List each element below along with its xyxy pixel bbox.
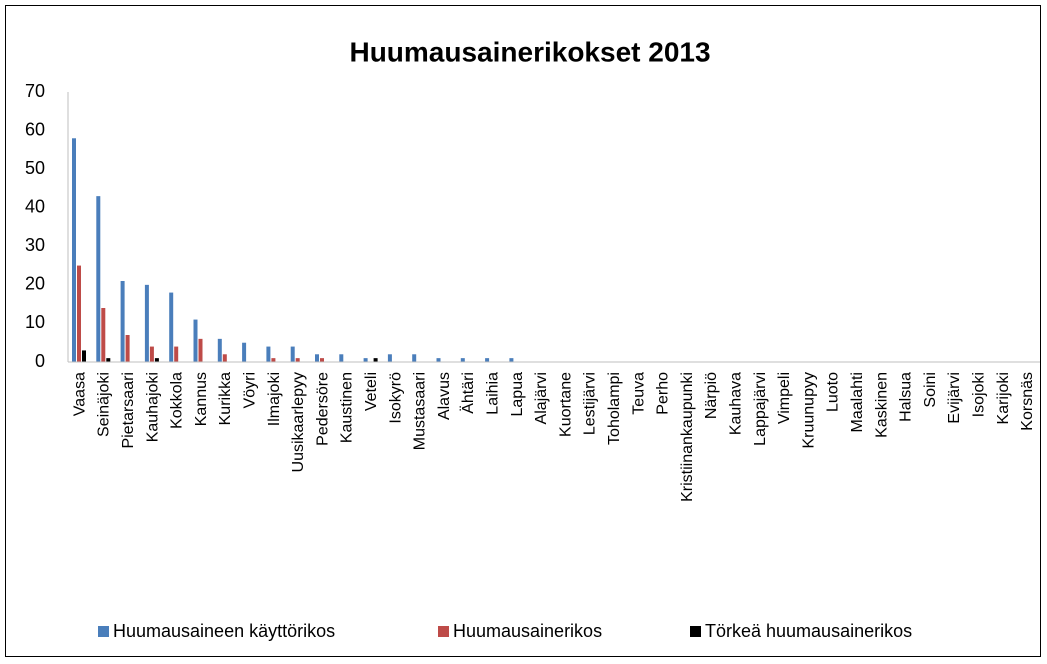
x-tick-label: Isojoki (970, 372, 987, 417)
x-tick-label: Soini (922, 372, 939, 408)
x-tick-label: Närpiö (703, 372, 720, 419)
x-tick-label: Kaskinen (873, 372, 890, 438)
x-tick-label: Veteli (363, 372, 380, 411)
x-tick-label: Korsnäs (1019, 372, 1036, 431)
bar (101, 308, 106, 362)
x-tick-label: Luoto (825, 372, 842, 412)
bar (144, 284, 149, 362)
bar (106, 358, 111, 362)
x-tick-label: Ähtäri (459, 372, 477, 414)
x-tick-label: Kannus (193, 372, 210, 426)
x-tick-label: Lestijärvi (582, 372, 599, 435)
bar (193, 319, 198, 362)
bar (460, 358, 465, 362)
bar (198, 338, 203, 362)
y-tick-label: 50 (25, 158, 45, 178)
y-tick-label: 30 (25, 235, 45, 255)
x-tick-label: Kauhajoki (144, 372, 161, 442)
bar (436, 358, 441, 362)
x-tick-label: Mustasaari (412, 372, 429, 450)
x-tick-label: Karijoki (995, 372, 1012, 424)
x-tick-label: Evijärvi (946, 372, 963, 424)
x-tick-label: Halsua (898, 372, 915, 422)
bar (72, 138, 76, 362)
y-tick-label: 20 (25, 274, 45, 294)
legend-swatch (690, 626, 701, 637)
x-tick-label: Vöyri (241, 372, 258, 408)
bar (339, 354, 344, 362)
x-tick-label: Uusikaarlepyy (290, 372, 307, 472)
chart-border (5, 5, 1041, 657)
x-tick-label: Vaasa (71, 372, 88, 416)
x-tick-label: Perho (655, 372, 672, 415)
y-tick-label: 60 (25, 119, 45, 139)
chart-title: Huumausainerikokset 2013 (349, 36, 710, 67)
y-tick-label: 70 (25, 81, 45, 101)
x-tick-label: Lappajärvi (752, 372, 769, 446)
x-tick-label: Pedersöre (314, 372, 331, 446)
bar (266, 346, 271, 362)
bar (120, 281, 125, 362)
bar (154, 358, 159, 362)
x-tick-label: Vimpeli (776, 372, 793, 424)
bar (149, 346, 154, 362)
y-tick-label: 10 (25, 312, 45, 332)
x-tick-label: Pietarsaari (120, 372, 137, 448)
x-tick-label: Alavus (436, 372, 453, 420)
x-tick-label: Isokyrö (387, 372, 404, 424)
x-tick-label: Seinäjoki (96, 372, 113, 437)
bar (320, 358, 324, 362)
x-tick-label: Kurikka (217, 372, 234, 425)
bar (242, 342, 247, 362)
x-tick-label: Kaustinen (339, 372, 356, 443)
legend-swatch (98, 626, 109, 637)
x-tick-label: Kuortane (557, 372, 574, 437)
x-tick-label: Laihia (484, 372, 501, 415)
x-tick-label: Kruunupyy (800, 372, 817, 449)
bar (125, 335, 130, 362)
x-tick-label: Ilmajoki (266, 372, 283, 426)
x-tick-label: Kristiinankaupunki (679, 372, 696, 502)
bar (315, 354, 319, 362)
bar (373, 358, 378, 362)
bar (77, 265, 81, 362)
bar (222, 354, 227, 362)
bar (169, 292, 174, 362)
bar (387, 354, 392, 362)
x-tick-label: Teuva (630, 372, 647, 415)
legend-label: Huumausaineen käyttörikos (113, 621, 335, 641)
legend-swatch (438, 626, 449, 637)
bar (174, 346, 179, 362)
x-tick-label: Maalahti (849, 372, 866, 432)
bar (82, 350, 86, 362)
bar (290, 346, 295, 362)
x-tick-label: Kokkola (169, 372, 186, 429)
x-tick-label: Kauhava (727, 372, 744, 435)
bar (509, 358, 514, 362)
bar (271, 358, 276, 362)
bar (485, 358, 490, 362)
bar (412, 354, 417, 362)
bar (96, 196, 101, 362)
bar (295, 358, 300, 362)
y-tick-label: 40 (25, 196, 45, 216)
legend-label: Törkeä huumausainerikos (705, 621, 912, 641)
y-tick-label: 0 (35, 351, 45, 371)
x-tick-label: Alajärvi (533, 372, 550, 424)
x-tick-label: Lapua (509, 372, 526, 417)
bar (217, 338, 222, 362)
bar (363, 358, 368, 362)
legend-label: Huumausainerikos (453, 621, 602, 641)
x-tick-label: Toholampi (606, 372, 623, 445)
